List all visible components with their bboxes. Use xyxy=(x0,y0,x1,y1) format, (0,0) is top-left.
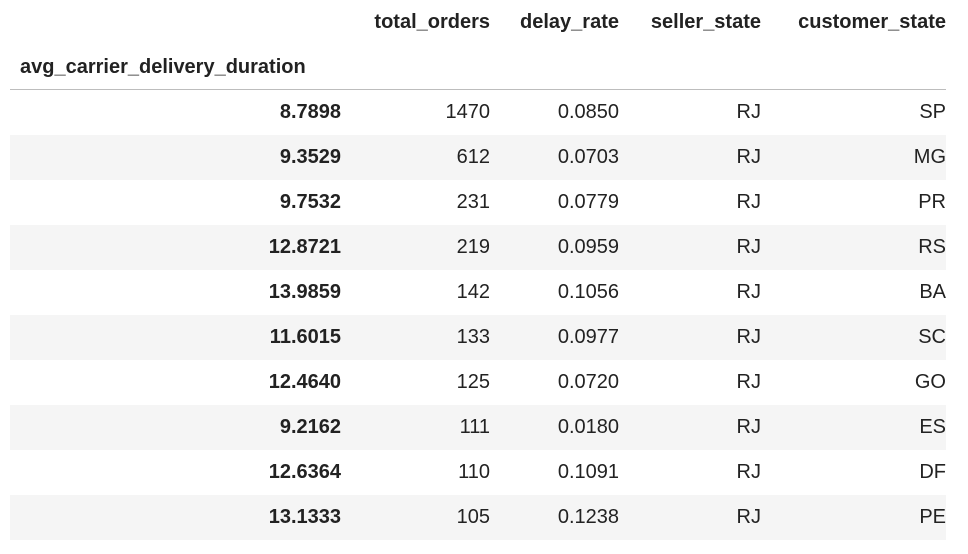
customer-state-cell: GO xyxy=(914,370,946,393)
table-row: 12.6364 110 0.1091 RJ DF xyxy=(10,449,946,495)
seller-state-cell: RJ xyxy=(736,145,761,168)
customer-state-cell: PR xyxy=(918,190,946,213)
table-body: 8.7898 1470 0.0850 RJ SP 9.3529 612 0.0703 RJ MG 9… xyxy=(10,89,946,540)
seller-state-cell: RJ xyxy=(736,280,761,303)
seller-state-cell: RJ xyxy=(736,415,761,438)
table-row: 8.7898 1470 0.0850 RJ SP xyxy=(10,89,946,135)
column-header-total-orders: total_orders xyxy=(374,11,490,33)
column-header-delay-rate: delay_rate xyxy=(520,11,619,33)
index-cell: 12.6364 xyxy=(268,460,341,483)
index-cell: 9.2162 xyxy=(279,415,341,438)
column-header-seller-state: seller_state xyxy=(650,11,761,33)
table-row: 9.3529 612 0.0703 RJ MG xyxy=(10,134,946,180)
delay-rate-cell: 0.0720 xyxy=(557,370,619,393)
total-orders-cell: 219 xyxy=(456,235,490,258)
total-orders-cell: 110 xyxy=(458,460,490,483)
column-header-row: total_orders delay_rate seller_state cus… xyxy=(10,0,946,45)
index-name-row: avg_carrier_delivery_duration xyxy=(10,45,946,90)
index-row-blank xyxy=(341,45,490,90)
seller-state-cell: RJ xyxy=(736,370,761,393)
index-cell: 11.6015 xyxy=(269,325,341,348)
total-orders-cell: 142 xyxy=(456,280,490,303)
delay-rate-cell: 0.1238 xyxy=(557,505,619,528)
index-cell: 12.8721 xyxy=(268,235,341,258)
seller-state-cell: RJ xyxy=(736,235,761,258)
dataframe-output: total_orders delay_rate seller_state cus… xyxy=(10,0,946,540)
table-row: 12.4640 125 0.0720 RJ GO xyxy=(10,359,946,405)
dataframe-table: total_orders delay_rate seller_state cus… xyxy=(10,0,946,540)
customer-state-cell: MG xyxy=(913,145,946,168)
table-row: 12.8721 219 0.0959 RJ RS xyxy=(10,224,946,270)
total-orders-cell: 105 xyxy=(456,505,490,528)
seller-state-cell: RJ xyxy=(736,460,761,483)
index-row-blank xyxy=(490,45,619,90)
index-header-blank xyxy=(10,0,341,45)
index-name-header: avg_carrier_delivery_duration xyxy=(10,45,341,90)
index-row-blank xyxy=(619,45,761,90)
total-orders-cell: 612 xyxy=(456,145,490,168)
column-header-customer-state: customer_state xyxy=(798,11,946,33)
index-cell: 9.7532 xyxy=(279,190,341,213)
total-orders-cell: 1470 xyxy=(445,100,491,123)
index-cell: 9.3529 xyxy=(279,145,341,168)
table-row: 9.7532 231 0.0779 RJ PR xyxy=(10,179,946,225)
customer-state-cell: SC xyxy=(918,325,946,348)
total-orders-cell: 111 xyxy=(459,415,490,438)
index-cell: 13.9859 xyxy=(268,280,341,303)
table-row: 13.1333 105 0.1238 RJ PE xyxy=(10,494,946,540)
table-row: 9.2162 111 0.0180 RJ ES xyxy=(10,404,946,450)
delay-rate-cell: 0.0703 xyxy=(557,145,619,168)
seller-state-cell: RJ xyxy=(736,190,761,213)
delay-rate-cell: 0.0779 xyxy=(557,190,619,213)
customer-state-cell: BA xyxy=(919,280,946,303)
customer-state-cell: DF xyxy=(919,460,946,483)
delay-rate-cell: 0.0180 xyxy=(557,415,619,438)
customer-state-cell: SP xyxy=(919,100,946,123)
delay-rate-cell: 0.0959 xyxy=(557,235,619,258)
customer-state-cell: RS xyxy=(918,235,946,258)
index-cell: 13.1333 xyxy=(268,505,341,528)
customer-state-cell: ES xyxy=(919,415,946,438)
table-header: total_orders delay_rate seller_state cus… xyxy=(10,0,946,90)
table-row: 13.9859 142 0.1056 RJ BA xyxy=(10,269,946,315)
seller-state-cell: RJ xyxy=(736,505,761,528)
delay-rate-cell: 0.1056 xyxy=(557,280,619,303)
index-cell: 12.4640 xyxy=(268,370,341,393)
seller-state-cell: RJ xyxy=(736,325,761,348)
index-row-blank xyxy=(761,45,946,90)
total-orders-cell: 231 xyxy=(456,190,490,213)
total-orders-cell: 133 xyxy=(456,325,490,348)
customer-state-cell: PE xyxy=(919,505,946,528)
delay-rate-cell: 0.0850 xyxy=(557,100,619,123)
delay-rate-cell: 0.1091 xyxy=(557,460,619,483)
total-orders-cell: 125 xyxy=(456,370,490,393)
index-cell: 8.7898 xyxy=(279,100,341,123)
table-row: 11.6015 133 0.0977 RJ SC xyxy=(10,314,946,360)
delay-rate-cell: 0.0977 xyxy=(557,325,619,348)
seller-state-cell: RJ xyxy=(736,100,761,123)
